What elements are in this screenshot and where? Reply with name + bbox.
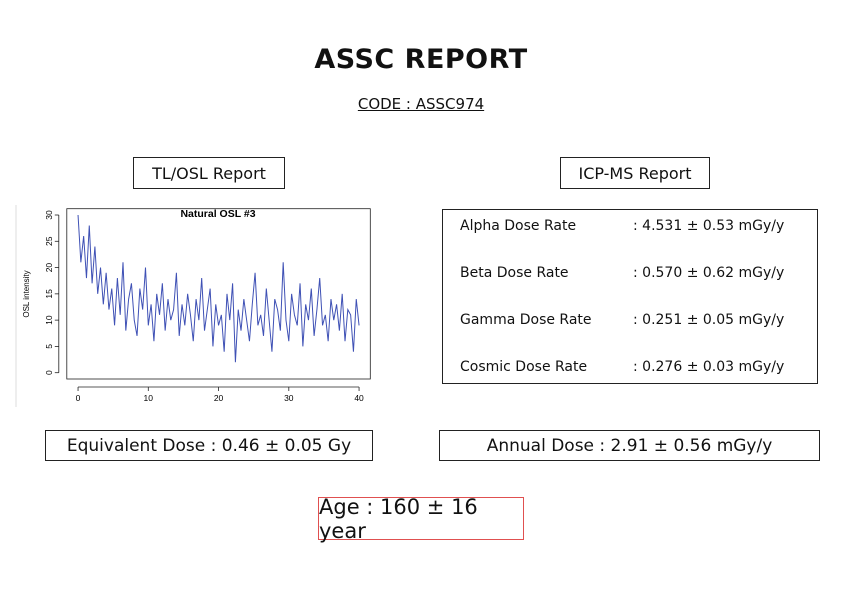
osl-curve [77,214,360,363]
dose-rate-value: : 0.251 ± 0.05 mGy/y [633,312,785,328]
icp-ms-heading: ICP-MS Report [560,157,710,189]
dose-rate-table: Alpha Dose Rate : 4.531 ± 0.53 mGy/y Beta … [442,209,818,384]
x-tick-label: 20 [214,393,224,403]
dose-rate-label: Gamma Dose Rate [460,312,592,328]
osl-chart: Natural OSL #3 OSL intensity 0 10 20 30 40 0 5… [15,205,371,407]
dose-rate-value: : 0.276 ± 0.03 mGy/y [633,359,785,375]
chart-title: Natural OSL #3 [180,208,255,220]
equivalent-dose: Equivalent Dose : 0.46 ± 0.05 Gy [45,430,373,461]
dose-rate-label: Beta Dose Rate [460,265,569,281]
report-code: CODE : ASSC974 [357,95,485,113]
y-tick-label: 30 [44,210,54,220]
y-tick-label: 0 [44,370,54,375]
y-tick-label: 5 [44,344,54,349]
y-tick-label: 10 [44,315,54,325]
x-tick-label: 10 [144,393,154,403]
dose-rate-label: Alpha Dose Rate [460,218,577,234]
y-tick-label: 20 [44,263,54,273]
dose-rate-label: Cosmic Dose Rate [460,359,588,375]
y-tick-label: 15 [44,289,54,299]
plot-frame [66,208,371,380]
x-tick-label: 30 [284,393,294,403]
age-result: Age : 160 ± 16 year [318,495,524,543]
dose-rate-value: : 0.570 ± 0.62 mGy/y [633,265,785,281]
tl-osl-heading: TL/OSL Report [133,157,285,189]
x-tick-label: 40 [354,393,364,403]
x-tick-label: 0 [76,393,81,403]
y-tick-label: 25 [44,236,54,246]
annual-dose: Annual Dose : 2.91 ± 0.56 mGy/y [439,430,820,461]
y-axis-label: OSL intensity [22,270,31,317]
report-title: ASSC REPORT [314,44,528,75]
dose-rate-value: : 4.531 ± 0.53 mGy/y [633,218,785,234]
